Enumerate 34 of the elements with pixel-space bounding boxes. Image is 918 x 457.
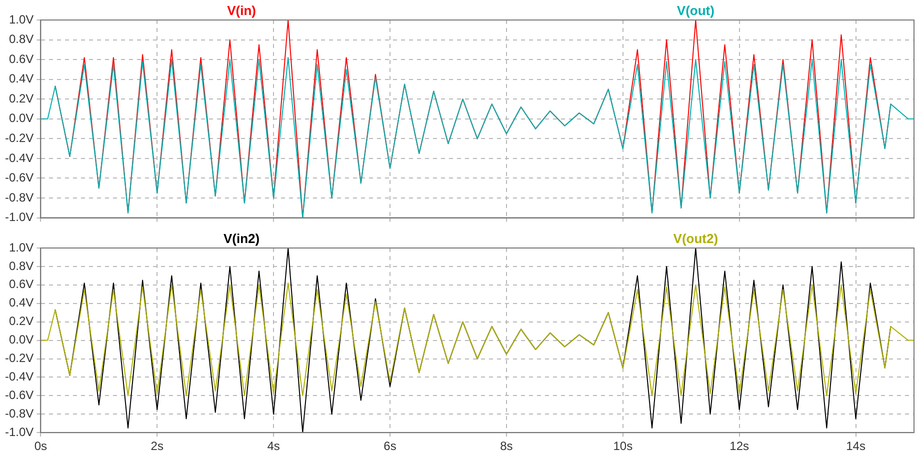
y-tick-label: 1.0V [8, 240, 34, 254]
y-tick-label: 0.4V [8, 72, 34, 86]
x-tick-label: 12s [730, 439, 750, 454]
y-tick-label: -0.4V [4, 370, 34, 384]
y-tick-label: 0.2V [8, 314, 34, 328]
y-tick-label: 1.0V [8, 12, 34, 26]
y-tick-label: 0.8V [8, 32, 34, 46]
y-tick-label: -0.6V [4, 170, 34, 185]
y-tick-label: -0.2V [4, 351, 34, 366]
series-label: V(in) [227, 3, 256, 18]
x-tick-label: 6s [384, 439, 396, 454]
y-tick-label: -0.2V [4, 130, 34, 145]
x-tick-label: 10s [613, 439, 633, 454]
y-tick-label: -0.4V [4, 150, 34, 165]
y-tick-label: 0.0V [8, 332, 34, 347]
x-tick-label: 0s [34, 439, 48, 454]
y-tick-label: -0.8V [4, 190, 34, 204]
y-tick-label: -0.6V [4, 388, 34, 402]
text: V(out2) [673, 231, 718, 246]
y-tick-label: 0.6V [8, 277, 34, 292]
y-tick-label: 0.0V [8, 111, 34, 126]
y-tick-label: 0.4V [8, 296, 34, 310]
text: V(out) [676, 3, 714, 18]
y-tick-label: 0.6V [8, 52, 34, 66]
x-tick-label: 2s [150, 439, 164, 454]
x-tick-label: 4s [267, 439, 280, 454]
y-tick-label: -1.0V [4, 210, 34, 224]
y-tick-label: -0.8V [4, 406, 34, 420]
y-tick-label: -1.0V [4, 424, 34, 439]
y-tick-label: 0.2V [8, 91, 34, 106]
y-tick-label: 0.8V [8, 258, 34, 273]
x-tick-label: 14s [846, 439, 866, 454]
x-tick-label: 8s [500, 439, 513, 454]
series-label: V(in2) [223, 231, 260, 246]
